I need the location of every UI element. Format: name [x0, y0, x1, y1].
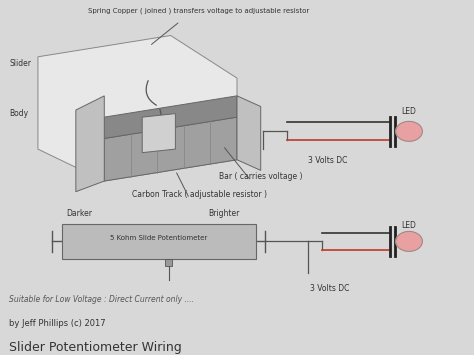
- Polygon shape: [237, 96, 261, 170]
- Text: by Jeff Phillips (c) 2017: by Jeff Phillips (c) 2017: [9, 320, 106, 328]
- Polygon shape: [76, 96, 104, 192]
- Text: Carbon Track ( adjustable resistor ): Carbon Track ( adjustable resistor ): [132, 190, 266, 199]
- Text: Slider Potentiometer Wiring: Slider Potentiometer Wiring: [9, 341, 182, 354]
- Bar: [165, 259, 173, 266]
- Text: Brighter: Brighter: [209, 209, 240, 218]
- Circle shape: [396, 231, 422, 251]
- Text: 3 Volts DC: 3 Volts DC: [308, 156, 347, 165]
- Polygon shape: [142, 114, 175, 153]
- Text: Darker: Darker: [66, 209, 92, 218]
- Text: Bar ( carries voltage ): Bar ( carries voltage ): [219, 172, 302, 181]
- Polygon shape: [38, 36, 237, 181]
- Text: 3 Volts DC: 3 Volts DC: [310, 284, 350, 293]
- Bar: [62, 224, 256, 259]
- Polygon shape: [104, 117, 237, 181]
- Text: LED: LED: [401, 221, 417, 230]
- Text: LED: LED: [401, 107, 417, 116]
- Polygon shape: [104, 96, 237, 138]
- Text: 5 Kohm Slide Potentiometer: 5 Kohm Slide Potentiometer: [110, 235, 208, 241]
- Circle shape: [396, 121, 422, 141]
- Text: Suitable for Low Voltage : Direct Current only ....: Suitable for Low Voltage : Direct Curren…: [9, 295, 194, 304]
- Text: Spring Copper ( joined ) transfers voltage to adjustable resistor: Spring Copper ( joined ) transfers volta…: [89, 8, 310, 14]
- Text: Slider: Slider: [9, 59, 31, 69]
- Text: Body: Body: [9, 109, 28, 118]
